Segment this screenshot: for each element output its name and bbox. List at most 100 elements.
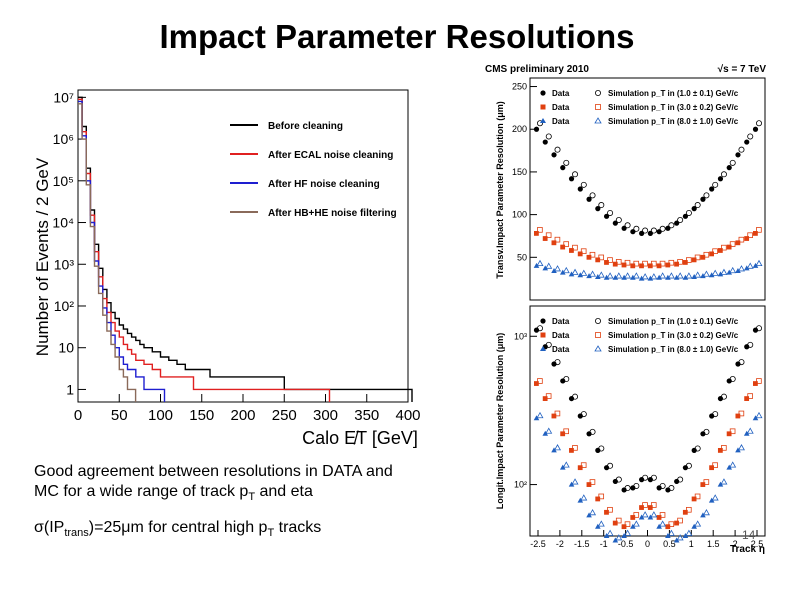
data-point bbox=[700, 482, 706, 487]
sim-point bbox=[747, 341, 754, 348]
sim-point bbox=[685, 529, 693, 536]
sim-point bbox=[589, 479, 596, 485]
sim-point bbox=[580, 462, 587, 468]
sim-point bbox=[571, 478, 579, 485]
legend-sim-marker bbox=[595, 104, 601, 110]
data-point bbox=[603, 274, 610, 280]
x-tick-label: -0.5 bbox=[618, 539, 634, 549]
data-point bbox=[612, 220, 618, 226]
sim-point bbox=[737, 444, 745, 451]
legend-label: After ECAL noise cleaning bbox=[268, 150, 393, 161]
x-tick-label: 150 bbox=[189, 407, 214, 424]
agreement-line-1: Good agreement between resolutions in DA… bbox=[34, 463, 393, 480]
y-tick-label: 10² bbox=[514, 480, 527, 490]
y-tick-label: 10² bbox=[54, 298, 75, 314]
data-point bbox=[665, 262, 671, 268]
sim-point bbox=[624, 272, 632, 279]
sim-point bbox=[606, 272, 614, 279]
data-point bbox=[621, 225, 627, 231]
sim-point bbox=[598, 202, 605, 209]
legend-marker bbox=[540, 318, 546, 324]
data-point bbox=[639, 263, 644, 269]
legend-sim-label: Simulation p_T in (1.0 ± 0.1) GeV/c bbox=[608, 89, 739, 98]
legend-label: Before cleaning bbox=[268, 121, 343, 132]
sim-point bbox=[712, 462, 718, 468]
sim-point bbox=[624, 259, 631, 266]
transverse-y-axis-label: Transv.Impact Parameter Resolution (μm) bbox=[495, 101, 505, 278]
data-point bbox=[656, 229, 662, 235]
sim-point bbox=[545, 232, 552, 239]
sim-point bbox=[694, 202, 701, 209]
sim-point bbox=[694, 254, 701, 261]
sim-point bbox=[536, 259, 544, 267]
data-point bbox=[621, 274, 627, 280]
data-point bbox=[577, 251, 583, 257]
sim-point bbox=[694, 271, 702, 278]
y-tick-label: 250 bbox=[512, 82, 527, 92]
sim-point bbox=[659, 482, 666, 489]
legend-data-label: Data bbox=[552, 317, 570, 326]
sim-point bbox=[668, 222, 675, 229]
data-point bbox=[533, 415, 540, 421]
x-tick-label: -2.5 bbox=[530, 539, 546, 549]
sim-point bbox=[738, 236, 745, 243]
sigma-prefix: σ(IP bbox=[34, 519, 65, 536]
data-point bbox=[612, 274, 619, 280]
data-point bbox=[682, 533, 689, 538]
sim-point bbox=[624, 521, 631, 527]
data-point bbox=[709, 186, 715, 192]
sim-point bbox=[668, 521, 675, 527]
sim-point bbox=[747, 133, 754, 140]
sim-point bbox=[562, 266, 570, 274]
data-point bbox=[630, 229, 636, 235]
data-point bbox=[559, 464, 566, 470]
sim-point bbox=[720, 171, 727, 178]
sim-point bbox=[554, 236, 561, 243]
data-point bbox=[735, 447, 741, 453]
data-point bbox=[717, 481, 724, 487]
x-tick-label: 1 bbox=[689, 539, 694, 549]
sim-point bbox=[598, 445, 605, 452]
y-tick-label: 10⁵ bbox=[53, 173, 74, 189]
legend-marker bbox=[540, 90, 546, 96]
sim-point bbox=[756, 378, 762, 384]
data-point bbox=[717, 271, 724, 277]
data-point bbox=[639, 505, 644, 510]
sigma-trans-subscript: trans bbox=[64, 527, 89, 540]
data-point bbox=[752, 415, 759, 421]
data-point bbox=[708, 497, 715, 503]
data-point bbox=[577, 497, 584, 503]
data-point bbox=[577, 186, 583, 192]
sim-point bbox=[729, 266, 737, 274]
sim-point bbox=[589, 428, 596, 435]
sim-point bbox=[650, 260, 657, 267]
legend-marker bbox=[540, 346, 546, 351]
sim-point bbox=[545, 341, 552, 348]
x-tick-label: 0.5 bbox=[663, 539, 676, 549]
legend-sim-marker bbox=[595, 332, 601, 338]
data-point bbox=[726, 165, 732, 171]
data-point bbox=[665, 533, 671, 538]
data-point bbox=[717, 176, 724, 182]
sim-point bbox=[746, 262, 754, 269]
legend-sim-marker bbox=[594, 117, 602, 124]
data-point bbox=[647, 275, 654, 281]
cms-header-right: √s = 7 TeV bbox=[718, 64, 767, 75]
sim-point bbox=[615, 476, 622, 483]
sim-point bbox=[572, 171, 579, 178]
sim-point bbox=[738, 146, 745, 153]
data-point bbox=[542, 430, 549, 436]
sim-point bbox=[536, 411, 544, 419]
x-tick-label: 2 bbox=[733, 539, 738, 549]
sim-point bbox=[747, 232, 753, 239]
data-point bbox=[735, 240, 741, 246]
sim-point bbox=[580, 181, 587, 188]
sim-point bbox=[755, 411, 763, 419]
sim-point bbox=[554, 410, 561, 417]
data-point bbox=[717, 248, 723, 253]
data-point bbox=[682, 274, 689, 280]
sim-point bbox=[589, 192, 596, 199]
x-tick-label: 250 bbox=[272, 407, 297, 424]
sim-point bbox=[633, 482, 640, 489]
data-point bbox=[638, 514, 645, 520]
